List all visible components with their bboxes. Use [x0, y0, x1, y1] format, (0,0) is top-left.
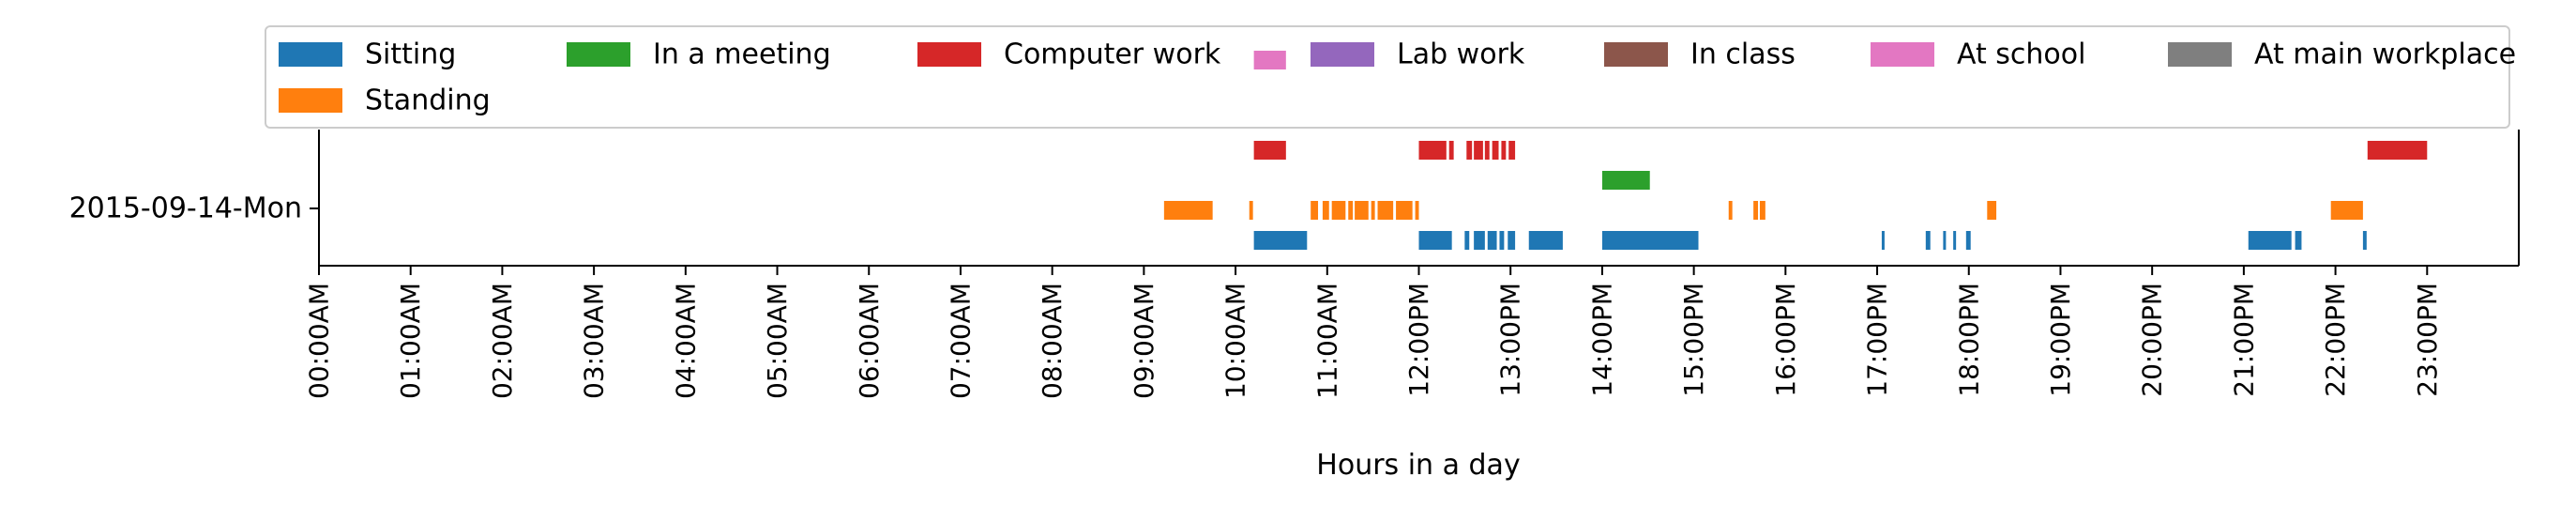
- bar-sitting: [1953, 231, 1957, 250]
- x-tick-label: 01:00AM: [395, 283, 426, 399]
- bar-computer-work: [1448, 141, 1454, 160]
- bar-sitting: [1499, 231, 1505, 250]
- bar-standing: [1249, 201, 1253, 220]
- x-axis-title: Hours in a day: [1316, 449, 1520, 482]
- bar-standing: [1331, 201, 1346, 220]
- bar-computer-work: [1484, 141, 1490, 160]
- x-tick-label: 22:00PM: [2320, 283, 2351, 397]
- bar-computer-work: [1501, 141, 1507, 160]
- bar-sitting: [2248, 231, 2292, 250]
- bar-standing: [1311, 201, 1319, 220]
- x-tick-label: 16:00PM: [1770, 283, 1801, 397]
- bar-sitting: [2362, 231, 2367, 250]
- bar-sitting: [1508, 231, 1516, 250]
- bar-standing: [1355, 201, 1369, 220]
- legend-label: At school: [1957, 38, 2085, 71]
- x-tick-label: 04:00AM: [670, 283, 701, 399]
- legend-swatch-computer-work: [917, 42, 981, 67]
- bar-computer-work: [1508, 141, 1516, 160]
- bar-sitting: [1881, 231, 1885, 250]
- bar-standing: [1396, 201, 1413, 220]
- bar-computer-work: [1253, 141, 1286, 160]
- x-tick-label: 20:00PM: [2137, 283, 2168, 397]
- bar-standing: [1322, 201, 1329, 220]
- axes: 00:00AM 01:00AM 02:00AM 03:00AM 04:00AM 05:00…: [69, 130, 2520, 399]
- legend-label: In class: [1690, 38, 1796, 71]
- x-tick-label: 03:00AM: [579, 283, 610, 399]
- legend-label: In a meeting: [653, 38, 831, 71]
- x-tick-label: 08:00AM: [1037, 283, 1068, 399]
- legend-swatch-standing: [279, 88, 342, 113]
- x-tick-label: 17:00PM: [1862, 283, 1893, 397]
- x-tick-label: 23:00PM: [2412, 283, 2443, 397]
- x-tick-label: 21:00PM: [2228, 283, 2259, 397]
- bar-computer-work: [1418, 141, 1447, 160]
- bar-standing: [1759, 201, 1765, 220]
- x-tick-label: 07:00AM: [945, 283, 976, 399]
- legend-label: Lab work: [1397, 38, 1525, 71]
- bar-sitting: [1943, 231, 1947, 250]
- bar-sitting: [1464, 231, 1470, 250]
- bar-sitting: [1253, 231, 1308, 250]
- bar-sitting: [1601, 231, 1699, 250]
- plot-area: [1163, 51, 2428, 250]
- bar-sitting: [1925, 231, 1931, 250]
- legend-swatch-at-main-workplace: [2168, 42, 2232, 67]
- bar-standing: [1371, 201, 1375, 220]
- x-tick-label: 05:00AM: [762, 283, 793, 399]
- bar-standing: [1377, 201, 1394, 220]
- x-tick-label: 11:00AM: [1311, 283, 1342, 399]
- legend-frame: [265, 25, 2510, 129]
- bar-computer-work: [1466, 141, 1473, 160]
- bar-standing: [1753, 201, 1759, 220]
- legend-swatch-in-class: [1604, 42, 1668, 67]
- x-tick-label: 10:00AM: [1220, 283, 1251, 399]
- bar-sitting: [1528, 231, 1563, 250]
- bar-sitting: [1487, 231, 1497, 250]
- legend-label: Sitting: [365, 38, 456, 71]
- bar-sitting: [1418, 231, 1452, 250]
- x-tick-label: 15:00PM: [1678, 283, 1709, 397]
- x-tick-label: 14:00PM: [1586, 283, 1617, 397]
- x-tick-label: 18:00PM: [1953, 283, 1984, 397]
- legend-label: At main workplace: [2254, 38, 2516, 71]
- bar-sitting: [2295, 231, 2302, 250]
- x-tick-label: 19:00PM: [2045, 283, 2076, 397]
- legend-label: Computer work: [1004, 38, 1221, 71]
- x-tick-label: 00:00AM: [304, 283, 335, 399]
- bar-in-a-meeting: [1601, 171, 1650, 190]
- x-tick-label: 09:00AM: [1129, 283, 1159, 399]
- bar-computer-work: [2367, 141, 2428, 160]
- bar-sitting: [1965, 231, 1971, 250]
- bar-standing: [1415, 201, 1419, 220]
- x-tick-label: 06:00AM: [854, 283, 885, 399]
- legend-swatch-at-school: [1871, 42, 1934, 67]
- legend-swatch-in-a-meeting: [567, 42, 630, 67]
- bar-computer-work: [1474, 141, 1483, 160]
- x-tick-label: 12:00PM: [1403, 283, 1434, 397]
- bar-at-school: [1253, 51, 1286, 69]
- legend-swatch-lab-work: [1311, 42, 1374, 67]
- x-tick-label: 13:00PM: [1495, 283, 1526, 397]
- legend-label: Standing: [365, 84, 491, 117]
- bar-standing: [1728, 201, 1733, 220]
- bar-standing: [1163, 201, 1213, 220]
- bar-standing: [1987, 201, 1997, 220]
- legend: Sitting In a meeting Computer work Lab work…: [265, 25, 2516, 129]
- y-tick-label: 2015-09-14-Mon: [69, 192, 302, 225]
- bar-standing: [2330, 201, 2363, 220]
- bar-computer-work: [1492, 141, 1499, 160]
- bar-standing: [1348, 201, 1354, 220]
- legend-swatch-sitting: [279, 42, 342, 67]
- bar-sitting: [1474, 231, 1485, 250]
- x-tick-label: 02:00AM: [487, 283, 518, 399]
